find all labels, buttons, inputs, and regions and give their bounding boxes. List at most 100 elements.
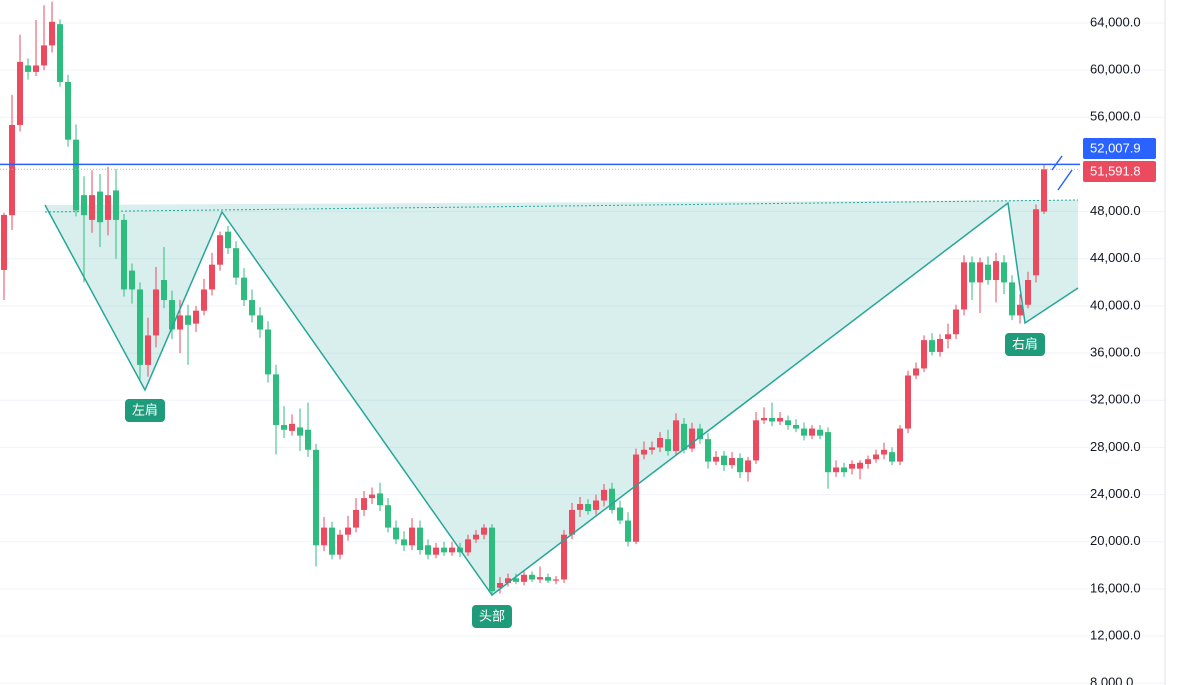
y-tick-label: 28,000.0 — [1090, 439, 1141, 454]
candle-body — [233, 248, 239, 278]
candle-body — [1, 214, 7, 270]
y-tick-label: 12,000.0 — [1090, 628, 1141, 643]
candle-body — [657, 437, 663, 448]
candle-body — [745, 460, 751, 473]
y-tick-label: 24,000.0 — [1090, 486, 1141, 501]
annotation: 左肩 — [132, 402, 158, 417]
y-tick-label: 64,000.0 — [1090, 14, 1141, 29]
candle-body — [937, 338, 943, 352]
candle-body — [769, 417, 775, 422]
candle-body — [145, 335, 151, 365]
candle-body — [793, 425, 799, 429]
candle-body — [97, 191, 103, 223]
candle-body — [753, 420, 759, 461]
candle-body — [329, 527, 335, 555]
candle-body — [409, 527, 415, 546]
candle-body — [281, 425, 287, 430]
price-label: 51,591.8 — [1090, 163, 1141, 178]
candle-body — [81, 195, 87, 216]
label-left-shoulder: 左肩 — [125, 399, 165, 422]
y-tick-label: 48,000.0 — [1090, 203, 1141, 218]
candle-body — [137, 289, 143, 365]
candle-body — [801, 428, 807, 436]
candle-body — [625, 520, 631, 542]
pattern-area — [45, 200, 1078, 595]
candle-body — [721, 455, 727, 466]
candle-body — [433, 547, 439, 555]
y-tick-label: 32,000.0 — [1090, 392, 1141, 407]
candle-body — [497, 583, 503, 588]
candle-body — [17, 61, 23, 125]
candle-body — [289, 423, 295, 431]
candle-body — [1001, 262, 1007, 283]
drawing-tool — [1051, 155, 1073, 191]
candle-body — [65, 81, 71, 140]
candle-body — [1009, 282, 1015, 316]
candle-body — [41, 45, 47, 66]
candle-body — [777, 417, 783, 422]
candle-body — [585, 504, 591, 512]
candle-body — [369, 494, 375, 499]
candle-body — [73, 139, 79, 211]
candle-body — [393, 527, 399, 540]
candle-body — [809, 428, 815, 436]
candle-body — [25, 65, 31, 72]
candle-body — [305, 429, 311, 450]
candle-body — [977, 262, 983, 283]
candle-body — [601, 489, 607, 501]
candle-body — [617, 507, 623, 521]
candle-body — [441, 547, 447, 553]
y-tick-label: 56,000.0 — [1090, 109, 1141, 124]
candle-body — [169, 300, 175, 330]
candle-body — [193, 310, 199, 324]
y-tick-label: 44,000.0 — [1090, 250, 1141, 265]
candle-body — [665, 439, 671, 451]
candle-body — [761, 417, 767, 421]
candle-body — [313, 449, 319, 546]
candle-body — [217, 235, 223, 265]
label-right-shoulder: 右肩 — [1005, 333, 1045, 356]
candle-body — [593, 500, 599, 510]
candle-body — [273, 374, 279, 426]
candle-body — [1033, 209, 1039, 276]
candle-body — [849, 463, 855, 469]
candle-body — [921, 340, 927, 369]
candle-body — [689, 428, 695, 449]
candle-body — [713, 456, 719, 462]
candle-body — [385, 505, 391, 528]
candle-body — [577, 504, 583, 510]
candle-body — [633, 454, 639, 542]
y-tick-label: 60,000.0 — [1090, 62, 1141, 77]
y-tick-label: 40,000.0 — [1090, 297, 1141, 312]
candle-body — [825, 432, 831, 473]
label-box — [125, 399, 165, 422]
candle-body — [521, 574, 527, 582]
candle-body — [969, 262, 975, 283]
candle-body — [473, 534, 479, 540]
price-label: 52,007.9 — [1090, 140, 1141, 155]
candle-body — [705, 439, 711, 462]
candle-body — [785, 420, 791, 426]
candle-body — [113, 190, 119, 220]
pattern-line — [44, 201, 1079, 597]
candle-body — [337, 534, 343, 555]
candle-body — [161, 280, 167, 301]
candle-body — [177, 315, 183, 330]
y-tick-label: 16,000.0 — [1090, 580, 1141, 595]
candle-body — [553, 579, 559, 581]
price-label-box — [1083, 161, 1156, 182]
candle-body — [1041, 169, 1047, 212]
neckline — [44, 199, 1079, 213]
candle-body — [297, 427, 303, 436]
candle-body — [257, 315, 263, 330]
annotation: 头部 — [479, 608, 505, 623]
candle-body — [505, 578, 511, 584]
candle-body — [1025, 280, 1031, 305]
candle-body — [241, 277, 247, 301]
candle-body — [465, 539, 471, 553]
candle-body — [817, 429, 823, 436]
candle-body — [945, 334, 951, 339]
candle-body — [209, 264, 215, 290]
